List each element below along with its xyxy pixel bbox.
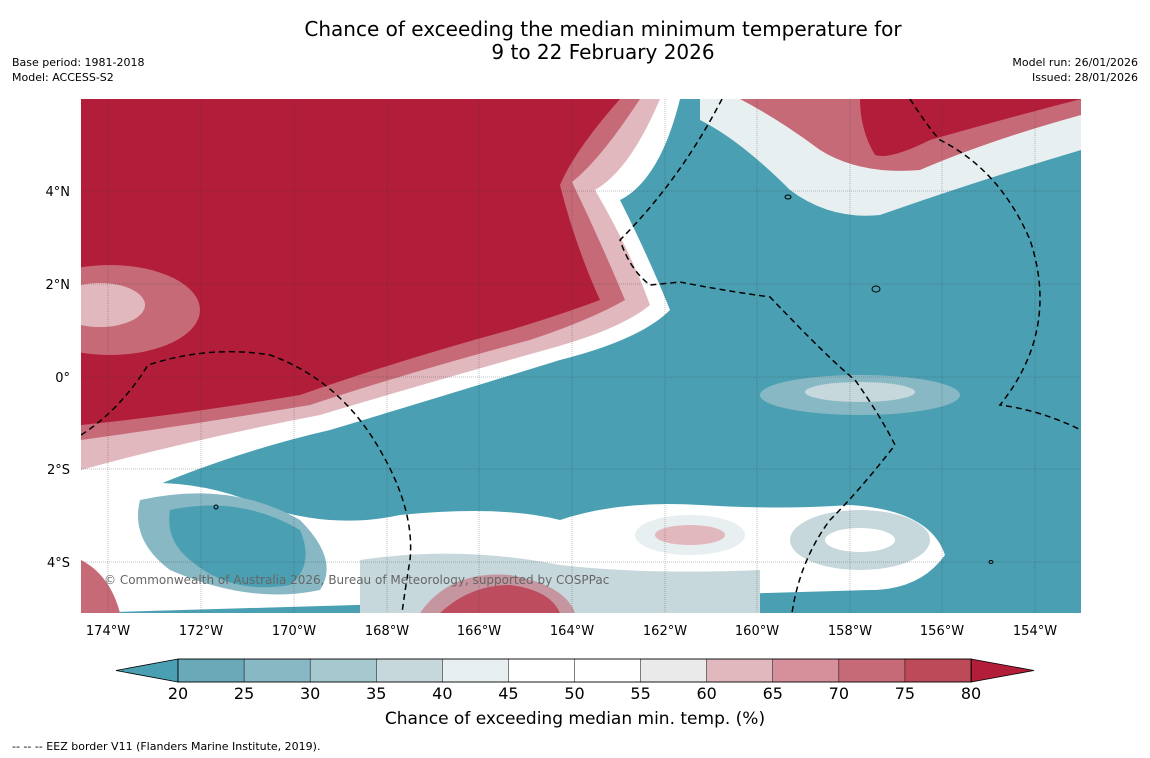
colorbar: 20 25 30 35 40 45 50 55 60 65 70 75 80 — [115, 658, 1035, 703]
colorbar-tick-label: 70 — [829, 684, 849, 703]
southwest-warm-edge — [81, 560, 120, 613]
lon-label: 166°W — [457, 624, 501, 639]
colorbar-cell — [904, 658, 972, 683]
footer-legend: -- -- -- EEZ border V11 (Flanders Marine… — [12, 740, 321, 753]
colorbar-cell — [838, 658, 906, 683]
colorbar-tick-label: 30 — [300, 684, 320, 703]
southeast-light-patch-core — [825, 528, 895, 552]
lon-label: 168°W — [365, 624, 409, 639]
warm-contour-80 — [81, 99, 620, 425]
colorbar-cell — [706, 658, 774, 683]
south-warm-ring — [420, 574, 575, 613]
colorbar-tick-label: 55 — [630, 684, 650, 703]
meta-right: Model run: 26/01/2026 Issued: 28/01/2026 — [1012, 55, 1138, 85]
colorbar-cell — [574, 658, 642, 683]
lon-label: 164°W — [550, 624, 594, 639]
colorbar-cell — [309, 658, 377, 683]
colorbar-under-arrow — [115, 658, 179, 683]
lat-label: 4°S — [47, 556, 70, 571]
base-period: Base period: 1981-2018 — [12, 56, 145, 69]
south-warm-patch-core — [655, 525, 725, 545]
lon-label: 172°W — [179, 624, 223, 639]
colorbar-cell — [177, 658, 245, 683]
eez-borders — [81, 99, 1081, 613]
colorbar-cell — [772, 658, 840, 683]
title-line-2: 9 to 22 February 2026 — [491, 40, 715, 64]
lat-label: 2°N — [46, 278, 71, 293]
colorbar-tick-label: 65 — [763, 684, 783, 703]
issued-date: Issued: 28/01/2026 — [1031, 71, 1138, 84]
map-field: © Commonwealth of Australia 2026, Bureau… — [81, 99, 1081, 613]
colorbar-cell — [376, 658, 444, 683]
copyright-text: © Commonwealth of Australia 2026, Bureau… — [104, 573, 609, 587]
colorbar-title: Chance of exceeding median min. temp. (%… — [384, 709, 766, 729]
equator-light-patch-core — [805, 382, 915, 402]
graticule — [81, 99, 1081, 613]
colorbar-tick-label: 50 — [564, 684, 584, 703]
lon-label: 160°W — [735, 624, 779, 639]
colorbar-cell — [442, 658, 510, 683]
lon-label: 162°W — [643, 624, 687, 639]
model-name: Model: ACCESS-S2 — [12, 71, 114, 84]
lat-label: 2°S — [47, 463, 70, 478]
colorbar-cell — [508, 658, 576, 683]
title-line-1: Chance of exceeding the median minimum t… — [304, 17, 902, 41]
warm-band-northeast-core — [860, 99, 1081, 156]
lat-label: 4°N — [46, 185, 71, 200]
colorbar-cell — [640, 658, 708, 683]
meta-left: Base period: 1981-2018 Model: ACCESS-S2 — [12, 55, 144, 85]
latitude-labels: 4°N 2°N 0° 2°S 4°S — [46, 185, 71, 571]
colorbar-tick-label: 25 — [234, 684, 254, 703]
warm-patch-west-inner — [81, 283, 145, 327]
colorbar-tick-label: 20 — [168, 684, 188, 703]
lon-label: 170°W — [272, 624, 316, 639]
colorbar-tick-label: 40 — [432, 684, 452, 703]
lon-label: 156°W — [920, 624, 964, 639]
colorbar-over-arrow — [970, 658, 1035, 683]
colorbar-tick-label: 60 — [696, 684, 716, 703]
south-cool-pocket-core — [169, 505, 306, 588]
lat-label: 0° — [55, 371, 70, 386]
colorbar-frame — [177, 658, 972, 683]
lon-label: 174°W — [86, 624, 130, 639]
colorbar-tick-label: 45 — [498, 684, 518, 703]
map-title: Chance of exceeding the median minimum t… — [0, 18, 1150, 64]
lon-label: 154°W — [1013, 624, 1057, 639]
colorbar-tick-label: 35 — [366, 684, 386, 703]
lon-label: 158°W — [828, 624, 872, 639]
longitude-labels: 174°W 172°W 170°W 168°W 166°W 164°W 162°… — [86, 624, 1057, 639]
model-run: Model run: 26/01/2026 — [1012, 56, 1138, 69]
colorbar-tick-label: 75 — [895, 684, 915, 703]
colorbar-cell — [243, 658, 311, 683]
colorbar-tick-label: 80 — [961, 684, 981, 703]
